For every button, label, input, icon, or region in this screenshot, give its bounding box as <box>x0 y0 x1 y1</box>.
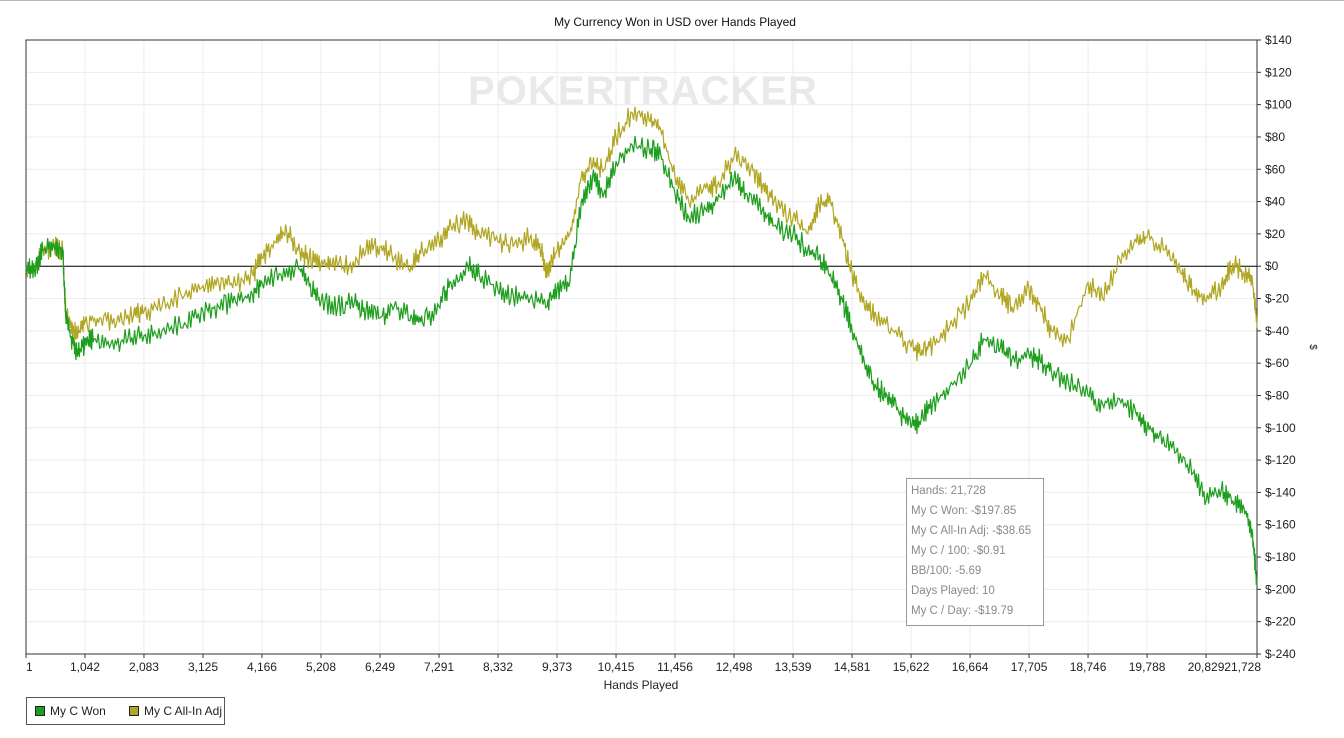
hover-tooltip: Hands: 21,728 My C Won: -$197.85 My C Al… <box>906 478 1044 626</box>
y-tick-label: $140 <box>1265 33 1292 47</box>
series-layer <box>25 106 1258 587</box>
tooltip-hands: Hands: 21,728 <box>911 485 986 497</box>
x-tick-label: 15,622 <box>893 660 930 674</box>
chart-title: My Currency Won in USD over Hands Played <box>554 15 796 29</box>
y-tick-label: $-60 <box>1265 356 1289 370</box>
y-tick-label: $80 <box>1265 130 1285 144</box>
tooltip-per-day: My C / Day: -$19.79 <box>911 605 1014 617</box>
x-tick-label: 13,539 <box>775 660 812 674</box>
x-tick-label: 21,728 <box>1224 660 1261 674</box>
y-tick-label: $-40 <box>1265 324 1289 338</box>
x-axis-label: Hands Played <box>604 678 679 692</box>
legend-label: My C All-In Adj <box>144 704 223 718</box>
legend: My C Won My C All-In Adj <box>26 697 225 725</box>
tooltip-allin-adj: My C All-In Adj: -$38.65 <box>911 525 1032 537</box>
top-border <box>0 0 1344 1</box>
plot-area <box>25 39 1258 655</box>
watermark-logo: POKERTRACKER <box>468 69 818 113</box>
x-tick-label: 19,788 <box>1129 660 1166 674</box>
legend-swatch-icon <box>129 706 139 716</box>
y-tick-label: $-20 <box>1265 292 1289 306</box>
x-axis: 1 1,042 2,083 3,125 4,166 5,208 6,249 7,291 8,33… <box>25 654 1261 674</box>
x-tick-label: 1 <box>26 660 33 674</box>
x-tick-label: 18,746 <box>1070 660 1107 674</box>
tooltip-won: My C Won: -$197.85 <box>911 505 1017 517</box>
legend-swatch-icon <box>35 706 45 716</box>
series-line-my-c-all-in-adj <box>25 106 1258 362</box>
x-tick-label: 6,249 <box>365 660 395 674</box>
y-tick-label: $-80 <box>1265 388 1289 402</box>
x-tick-label: 9,373 <box>542 660 572 674</box>
x-tick-label: 8,332 <box>483 660 513 674</box>
x-tick-label: 4,166 <box>247 660 277 674</box>
x-tick-label: 3,125 <box>188 660 218 674</box>
series-line-my-c-won <box>25 135 1258 587</box>
y-tick-label: $-240 <box>1265 647 1296 661</box>
y-tick-label: $120 <box>1265 65 1292 79</box>
x-tick-label: 17,705 <box>1011 660 1048 674</box>
legend-item-my-c-all-in-adj[interactable]: My C All-In Adj <box>129 704 222 718</box>
legend-label: My C Won <box>50 704 106 718</box>
y-axis: $140 $120 $100 $80 $60 $40 $20 $0 $-20 $-40 $-60 $-… <box>1257 33 1296 661</box>
y-tick-label: $-180 <box>1265 550 1296 564</box>
x-tick-label: 14,581 <box>834 660 871 674</box>
y-tick-label: $-120 <box>1265 453 1296 467</box>
tooltip-per-100: My C / 100: -$0.91 <box>911 545 1006 557</box>
x-tick-label: 7,291 <box>424 660 454 674</box>
y-axis-label: $ <box>1307 344 1318 350</box>
tooltip-bb-100: BB/100: -5.69 <box>911 565 982 577</box>
y-tick-label: $-140 <box>1265 485 1296 499</box>
y-tick-label: $-100 <box>1265 421 1296 435</box>
y-tick-label: $-220 <box>1265 615 1296 629</box>
y-tick-label: $100 <box>1265 98 1292 112</box>
x-tick-label: 11,456 <box>657 660 693 674</box>
grid-lines <box>25 39 1258 655</box>
y-tick-label: $20 <box>1265 227 1285 241</box>
x-tick-label: 10,415 <box>598 660 635 674</box>
y-tick-label: $-200 <box>1265 582 1296 596</box>
x-tick-label: 20,829 <box>1188 660 1225 674</box>
y-tick-label: $-160 <box>1265 518 1296 532</box>
x-tick-label: 16,664 <box>952 660 989 674</box>
x-tick-label: 5,208 <box>306 660 336 674</box>
y-tick-label: $60 <box>1265 162 1285 176</box>
legend-item-my-c-won[interactable]: My C Won <box>35 704 106 718</box>
y-tick-label: $40 <box>1265 195 1285 209</box>
x-tick-label: 2,083 <box>129 660 159 674</box>
x-tick-label: 12,498 <box>716 660 753 674</box>
tooltip-days-played: Days Played: 10 <box>911 585 995 597</box>
x-tick-label: 1,042 <box>70 660 100 674</box>
y-tick-label: $0 <box>1265 259 1279 273</box>
